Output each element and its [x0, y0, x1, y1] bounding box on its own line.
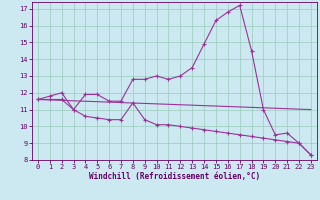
X-axis label: Windchill (Refroidissement éolien,°C): Windchill (Refroidissement éolien,°C)	[89, 172, 260, 181]
